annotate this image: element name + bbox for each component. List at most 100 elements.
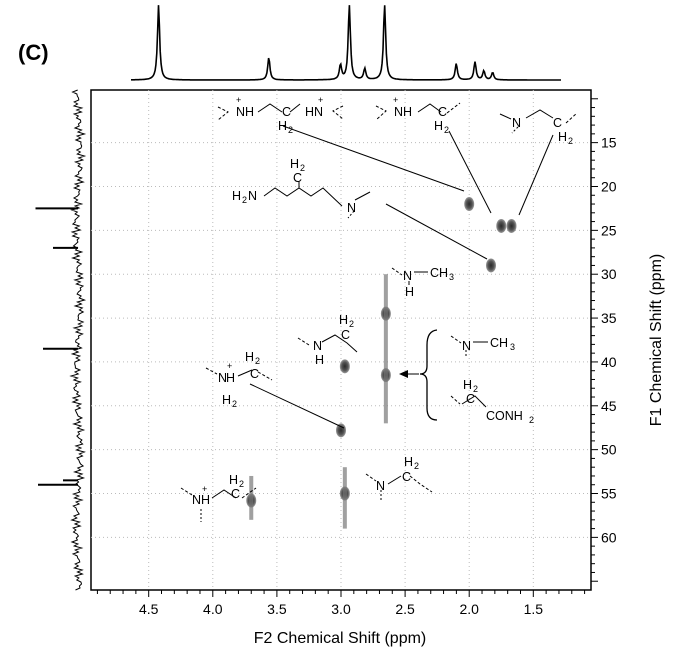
cross-peaks [246,197,517,529]
y-tick-label: 20 [601,178,617,194]
panel-label: (C) [18,40,49,65]
cross-peak [464,197,475,212]
s3-h: H [558,130,567,144]
s2-plus: + [393,95,398,105]
s8-h2-sub: 2 [255,356,260,366]
y-tick-label: 40 [601,354,617,370]
structure-s8 [205,367,273,381]
s1-c: C [282,105,291,119]
s9-h-sub: 2 [239,479,244,489]
s4-h2n-n: N [248,189,257,203]
structure-s3 [499,109,578,134]
s9-nh: NH [192,493,210,507]
cross-peak [339,359,350,374]
s6-nh: H [315,353,324,367]
s9-h: H [229,473,238,487]
s5-ch-sub: 3 [449,272,454,282]
y-axis-ticks: 15 20 25 30 35 40 45 50 55 60 [591,98,617,582]
s10-h-sub: 2 [414,461,419,471]
peak-streak [342,467,347,529]
peak-streak [383,274,388,424]
s1-h: H [278,119,287,133]
structure-s7 [450,335,488,408]
s4-h-sub: 2 [300,163,305,173]
s10-c: C [402,470,411,484]
structure-s4 [263,181,371,219]
s1-plus1: + [236,95,241,105]
y-tick-label: 25 [601,222,617,238]
s2-h: H [434,119,443,133]
s2-nh: NH [394,105,412,119]
x-axis-ticks: 4.5 4.0 3.5 3.0 2.5 2.0 1.5 [96,590,586,617]
y-tick-label: 15 [601,135,617,151]
s8-h3-sub: 2 [232,399,237,409]
y-tick-label: 50 [601,442,617,458]
s7-ch: CH [490,336,508,350]
s9-c: C [231,487,240,501]
carbon-projection-peaks [35,207,78,486]
proton-projection-spectrum [131,5,561,81]
x-tick-label: 3.5 [267,601,287,617]
x-tick-label: 2.0 [459,601,479,617]
x-tick-label: 3.0 [331,601,351,617]
s8-c: C [250,367,259,381]
structure-s2 [375,102,461,121]
s6-n: N [313,339,322,353]
s3-n: N [512,116,521,130]
s5-ch: CH [430,266,448,280]
s2-h-sub: 2 [444,125,449,135]
s9-plus: + [202,484,207,494]
s5-n: N [403,269,412,283]
s7-n: N [462,339,471,353]
s5-h: H [405,285,414,299]
structure-s5 [391,267,428,285]
cross-peak [336,423,346,438]
s4-h: H [290,157,299,171]
s7-ch-sub: 3 [510,342,515,352]
s7-h-sub: 2 [473,384,478,394]
s8-plus: + [227,361,232,371]
y-tick-label: 30 [601,266,617,282]
x-tick-label: 4.0 [203,601,223,617]
s3-c: C [553,116,562,130]
s7-conh-sub: 2 [529,415,534,425]
y-tick-label: 35 [601,310,617,326]
s6-c: C [341,328,350,342]
structure-s9 [180,487,257,522]
cross-peak [506,218,517,233]
cross-peak [486,258,496,273]
s1-hn: HN [305,105,323,119]
structure-s6 [297,334,358,353]
s4-h2n: H [232,189,241,203]
x-axis-title: F2 Chemical Shift (ppm) [254,630,427,647]
s10-n: N [376,479,385,493]
grid [91,90,591,590]
s8-h2: H [245,350,254,364]
annotation-lines [249,125,554,429]
s7-c: C [466,392,475,406]
s2-c: C [438,105,447,119]
y-tick-label: 60 [601,529,617,545]
s4-c: C [293,171,302,185]
s4-h2n-sub: 2 [242,195,247,205]
s7-h: H [463,378,472,392]
y-axis-title: F1 Chemical Shift (ppm) [648,254,665,427]
peak-streak [249,475,254,520]
x-tick-label: 2.5 [395,601,415,617]
x-tick-label: 1.5 [524,601,544,617]
s7-conh: CONH [486,409,523,423]
s8-h: H [226,371,235,385]
cross-peak [496,218,507,233]
s8-h3: H [222,393,231,407]
structure-s10 [365,473,433,502]
structure-s1 [217,103,344,121]
s10-h: H [404,455,413,469]
s6-h-sub: 2 [349,319,354,329]
s1-h-sub: 2 [288,125,293,135]
s1-nh: NH [236,105,254,119]
s4-n: N [347,201,356,215]
carbon-projection-spectrum [69,89,87,591]
s6-h: H [339,313,348,327]
x-tick-label: 4.5 [139,601,159,617]
